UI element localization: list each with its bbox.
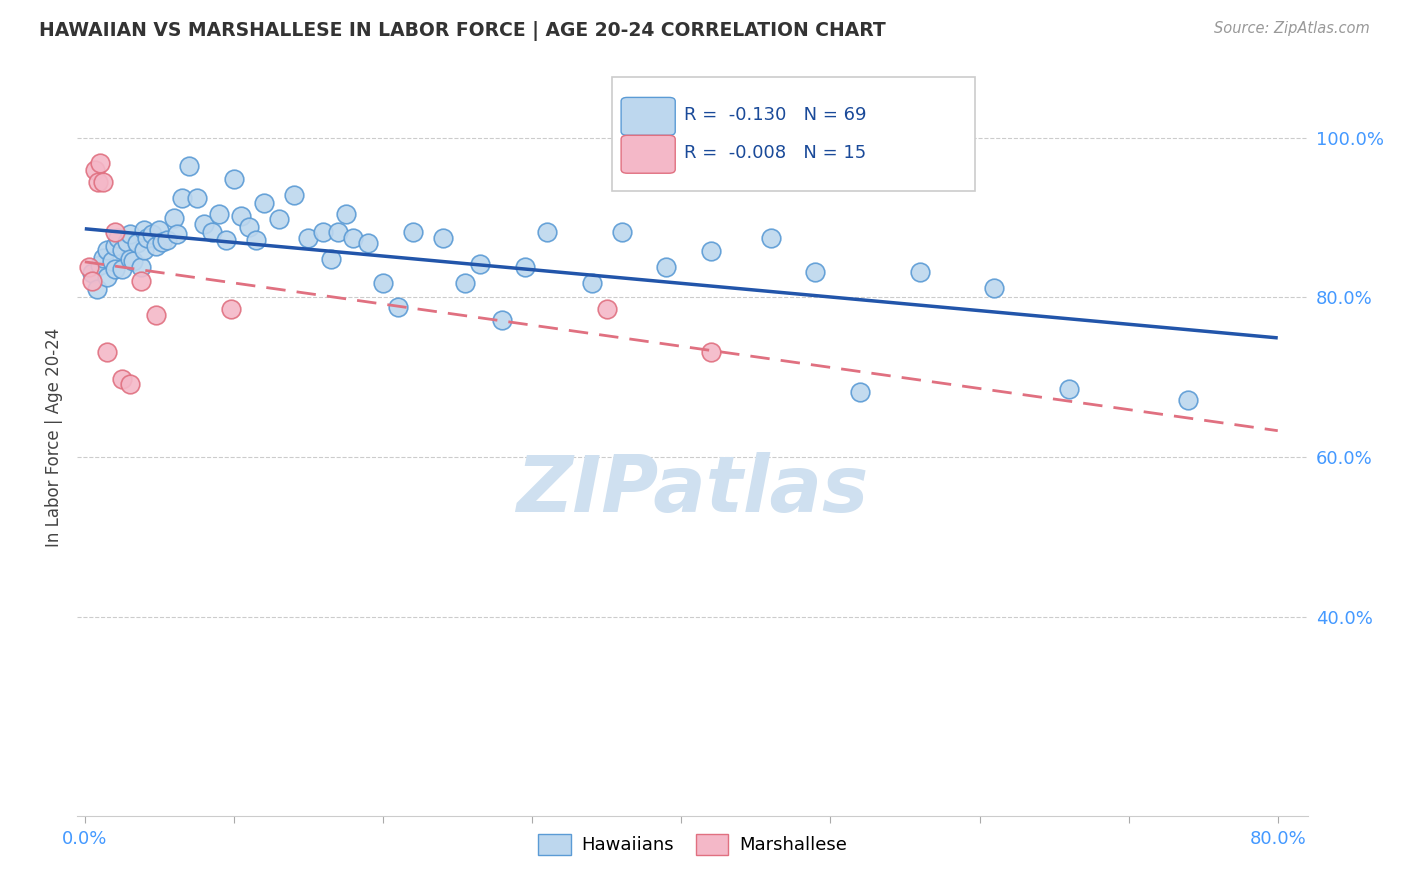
Point — [513, 260, 536, 274]
Point — [297, 230, 319, 244]
Point — [104, 238, 127, 252]
Point — [96, 243, 118, 257]
Point — [610, 225, 633, 239]
Point — [121, 254, 143, 268]
Point — [267, 212, 290, 227]
Point — [150, 235, 173, 249]
Point — [238, 220, 260, 235]
Point — [231, 209, 253, 223]
Point — [104, 225, 127, 239]
Text: Source: ZipAtlas.com: Source: ZipAtlas.com — [1213, 21, 1369, 37]
Point — [179, 159, 201, 173]
Point — [371, 276, 394, 290]
Point — [156, 233, 179, 247]
Point — [491, 312, 513, 326]
Point — [134, 222, 156, 236]
Point — [253, 196, 276, 211]
FancyBboxPatch shape — [613, 77, 976, 191]
Point — [118, 376, 141, 391]
Point — [655, 260, 678, 274]
Point — [96, 344, 118, 359]
Point — [91, 251, 114, 265]
Point — [454, 276, 477, 290]
Point — [432, 230, 454, 244]
Point — [700, 244, 723, 259]
Point — [131, 260, 153, 274]
Point — [91, 175, 114, 189]
Point — [208, 206, 231, 220]
Point — [118, 252, 141, 266]
Point — [166, 227, 188, 241]
Point — [84, 162, 107, 177]
Point — [186, 191, 208, 205]
Point — [89, 259, 111, 273]
Point — [219, 302, 242, 317]
Point — [908, 265, 931, 279]
Point — [134, 243, 156, 257]
Point — [87, 175, 110, 189]
Point — [402, 225, 425, 239]
Point — [136, 230, 159, 244]
Point — [82, 267, 104, 281]
Point — [111, 372, 134, 386]
Point — [107, 230, 129, 244]
Point — [468, 257, 491, 271]
Point — [193, 217, 215, 231]
Point — [335, 206, 357, 220]
Point — [215, 233, 238, 247]
FancyBboxPatch shape — [621, 97, 675, 136]
Point — [118, 227, 141, 241]
Point — [96, 270, 118, 285]
Point — [328, 225, 350, 239]
FancyBboxPatch shape — [621, 136, 675, 173]
Point — [849, 384, 872, 399]
Point — [804, 265, 827, 279]
Point — [170, 191, 193, 205]
Point — [342, 230, 364, 244]
Text: HAWAIIAN VS MARSHALLESE IN LABOR FORCE | AGE 20-24 CORRELATION CHART: HAWAIIAN VS MARSHALLESE IN LABOR FORCE |… — [39, 21, 886, 41]
Point — [759, 230, 782, 244]
Point — [148, 222, 170, 236]
Point — [700, 344, 723, 359]
Point — [163, 211, 186, 225]
Point — [319, 252, 342, 266]
Point — [245, 233, 267, 247]
Point — [536, 225, 558, 239]
Point — [125, 236, 148, 251]
Point — [131, 275, 153, 289]
Point — [111, 262, 134, 277]
Legend: Hawaiians, Marshallese: Hawaiians, Marshallese — [531, 827, 853, 862]
Point — [1177, 392, 1199, 407]
Point — [100, 254, 122, 268]
Point — [89, 156, 111, 170]
Point — [200, 225, 222, 239]
Y-axis label: In Labor Force | Age 20-24: In Labor Force | Age 20-24 — [45, 327, 63, 547]
Point — [104, 262, 127, 277]
Text: ZIPatlas: ZIPatlas — [516, 452, 869, 528]
Point — [141, 227, 163, 241]
Point — [1057, 382, 1080, 396]
Text: R =  -0.130   N = 69: R = -0.130 N = 69 — [683, 106, 866, 124]
Point — [86, 282, 108, 296]
Point — [222, 172, 245, 186]
Point — [387, 300, 409, 314]
Point — [77, 260, 100, 274]
Point — [283, 188, 305, 202]
Point — [596, 302, 619, 317]
Text: R =  -0.008   N = 15: R = -0.008 N = 15 — [683, 144, 866, 161]
Point — [145, 238, 167, 252]
Point — [111, 243, 134, 257]
Point — [145, 308, 167, 322]
Point — [82, 275, 104, 289]
Point — [983, 281, 1005, 295]
Point — [581, 276, 603, 290]
Point — [312, 225, 335, 239]
Point — [115, 235, 138, 249]
Point — [357, 236, 380, 251]
